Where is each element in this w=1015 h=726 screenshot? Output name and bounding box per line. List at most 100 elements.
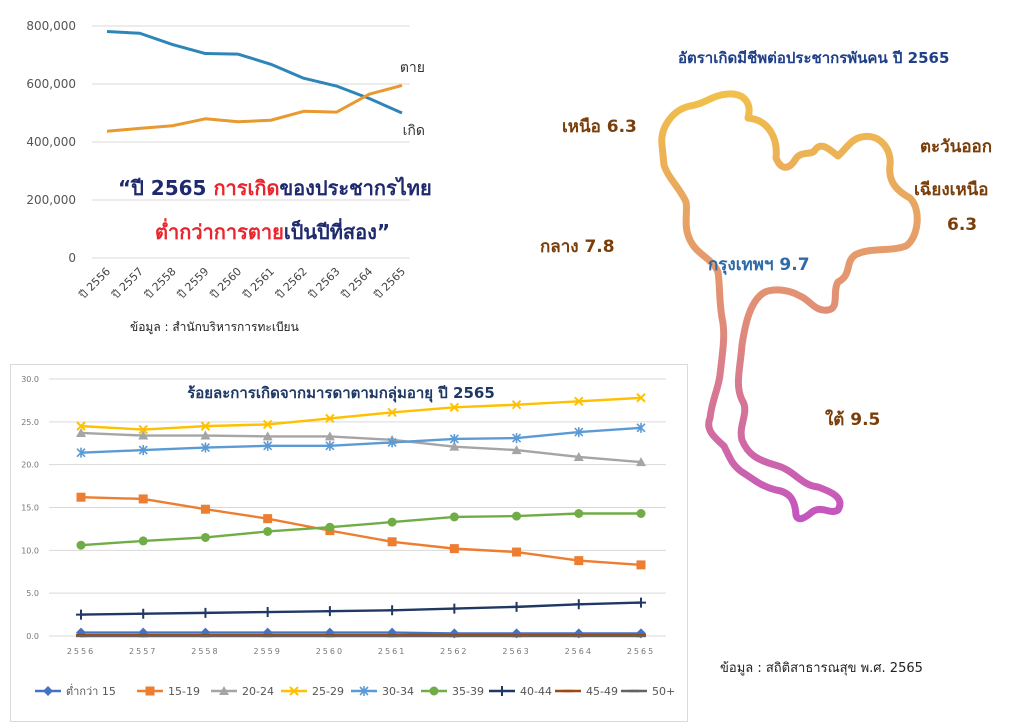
- data-point: [636, 457, 646, 467]
- legend-item: 40-44: [489, 685, 552, 698]
- series-line: [106, 30, 403, 115]
- series-group: [76, 427, 646, 467]
- series-line: [80, 426, 642, 454]
- x-tick-label: 2557: [129, 647, 157, 656]
- legend-item: 50+: [621, 685, 675, 698]
- legend-marker: [289, 686, 299, 696]
- data-point: [262, 419, 273, 430]
- legend-label: ต่ำกว่า 15: [66, 683, 116, 698]
- data-point: [76, 492, 86, 502]
- data-point: [138, 627, 149, 638]
- data-point: [512, 547, 522, 557]
- x-tick-label: ปี 2563: [305, 265, 342, 302]
- series-group: [76, 597, 646, 620]
- map-title: อัตราเกิดมีชีพต่อประชากรพันคน ปี 2565: [678, 49, 950, 67]
- data-point: [511, 601, 522, 612]
- data-point: [262, 607, 273, 618]
- series-group: [76, 422, 646, 458]
- x-tick-label: ปี 2561: [240, 265, 277, 302]
- data-point: [76, 609, 86, 620]
- region-bangkok-label: กรุงเทพฯ 9.7: [708, 255, 810, 275]
- legend-label: 15-19: [168, 685, 200, 698]
- data-point: [387, 627, 398, 638]
- data-point: [387, 537, 397, 547]
- data-point: [262, 431, 273, 441]
- x-tick-label: 2561: [378, 647, 406, 656]
- data-point: [200, 430, 211, 440]
- data-point: [387, 517, 397, 527]
- data-point: [138, 494, 148, 504]
- y-tick-label: 10.0: [21, 546, 39, 555]
- data-point: [200, 607, 211, 618]
- data-point: [76, 627, 86, 638]
- legend-item: 15-19: [137, 685, 200, 698]
- thailand-region-map: [658, 90, 921, 523]
- y-tick-label: 20.0: [21, 461, 39, 470]
- thailand-outline: [658, 90, 921, 523]
- data-point: [449, 433, 459, 444]
- legend-label: 40-44: [520, 685, 552, 698]
- x-tick-label: 2560: [316, 647, 344, 656]
- legend-label: 50+: [652, 685, 675, 698]
- legend-item: 30-34: [351, 685, 414, 698]
- headline-quote-line2: ต่ำกว่าการตายเป็นปีที่สอง”: [155, 216, 390, 248]
- x-tick-label: 2564: [565, 647, 593, 656]
- y-tick-label: 600,000: [26, 77, 76, 91]
- data-point: [387, 605, 398, 616]
- data-point: [262, 627, 273, 638]
- series-line: [80, 601, 642, 616]
- quote-population: ของประชากรไทย: [279, 176, 432, 200]
- headline-quote-line1: “ปี 2565 การเกิดของประชากรไทย: [118, 172, 432, 204]
- data-point: [636, 422, 646, 433]
- data-point: [636, 508, 646, 518]
- data-point: [574, 556, 584, 566]
- data-point: [76, 447, 86, 458]
- x-tick-label: ปี 2558: [141, 265, 178, 302]
- data-point: [324, 627, 335, 638]
- x-tick-label: 2558: [191, 647, 219, 656]
- legend-label: 30-34: [382, 685, 414, 698]
- data-point: [263, 514, 273, 524]
- legend-item: ต่ำกว่า 15: [35, 683, 116, 698]
- series-line: [80, 512, 641, 547]
- series-line: [80, 431, 642, 464]
- data-point: [200, 442, 211, 453]
- x-tick-label: ปี 2560: [207, 265, 244, 302]
- legend-label: 35-39: [452, 685, 484, 698]
- data-point: [325, 413, 335, 424]
- quote-lower: ต่ำกว่าการ: [155, 220, 248, 244]
- x-tick-label: 2559: [253, 647, 281, 656]
- data-point: [138, 424, 148, 435]
- data-point: [76, 540, 86, 550]
- data-point: [574, 508, 584, 518]
- data-point: [325, 440, 335, 451]
- legend-marker: [145, 686, 155, 696]
- data-point: [636, 597, 646, 608]
- legend-marker: [429, 686, 439, 696]
- quote-death: ตาย: [247, 220, 284, 244]
- data-point: [76, 421, 86, 431]
- chart-title: ร้อยละการเกิดจากมารดาตามกลุ่มอายุ ปี 256…: [187, 384, 495, 403]
- maternal-age-chart: ร้อยละการเกิดจากมารดาตามกลุ่มอายุ ปี 256…: [21, 375, 675, 698]
- x-tick-label: ปี 2564: [338, 265, 375, 302]
- legend-label: 45-49: [586, 685, 618, 698]
- series-line: [80, 496, 642, 567]
- data-point: [573, 451, 584, 461]
- region-south-label: ใต้ 9.5: [825, 410, 881, 430]
- series-group: [76, 508, 646, 550]
- data-point: [263, 440, 273, 451]
- quote-second-year: เป็นปีที่สอง”: [283, 220, 391, 244]
- legend-marker: [497, 686, 507, 696]
- x-tick-label: ปี 2556: [76, 265, 113, 302]
- legend-item: 25-29: [281, 685, 344, 698]
- region-northeast-value: 6.3: [947, 215, 978, 235]
- x-tick-label: ปี 2557: [109, 265, 146, 302]
- data-point: [138, 536, 148, 546]
- data-point: [574, 396, 584, 406]
- data-point: [574, 427, 584, 438]
- data-point: [511, 399, 522, 410]
- data-point: [636, 393, 646, 403]
- data-point: [449, 512, 459, 522]
- data-point: [449, 544, 459, 554]
- y-tick-label: 25.0: [21, 418, 39, 427]
